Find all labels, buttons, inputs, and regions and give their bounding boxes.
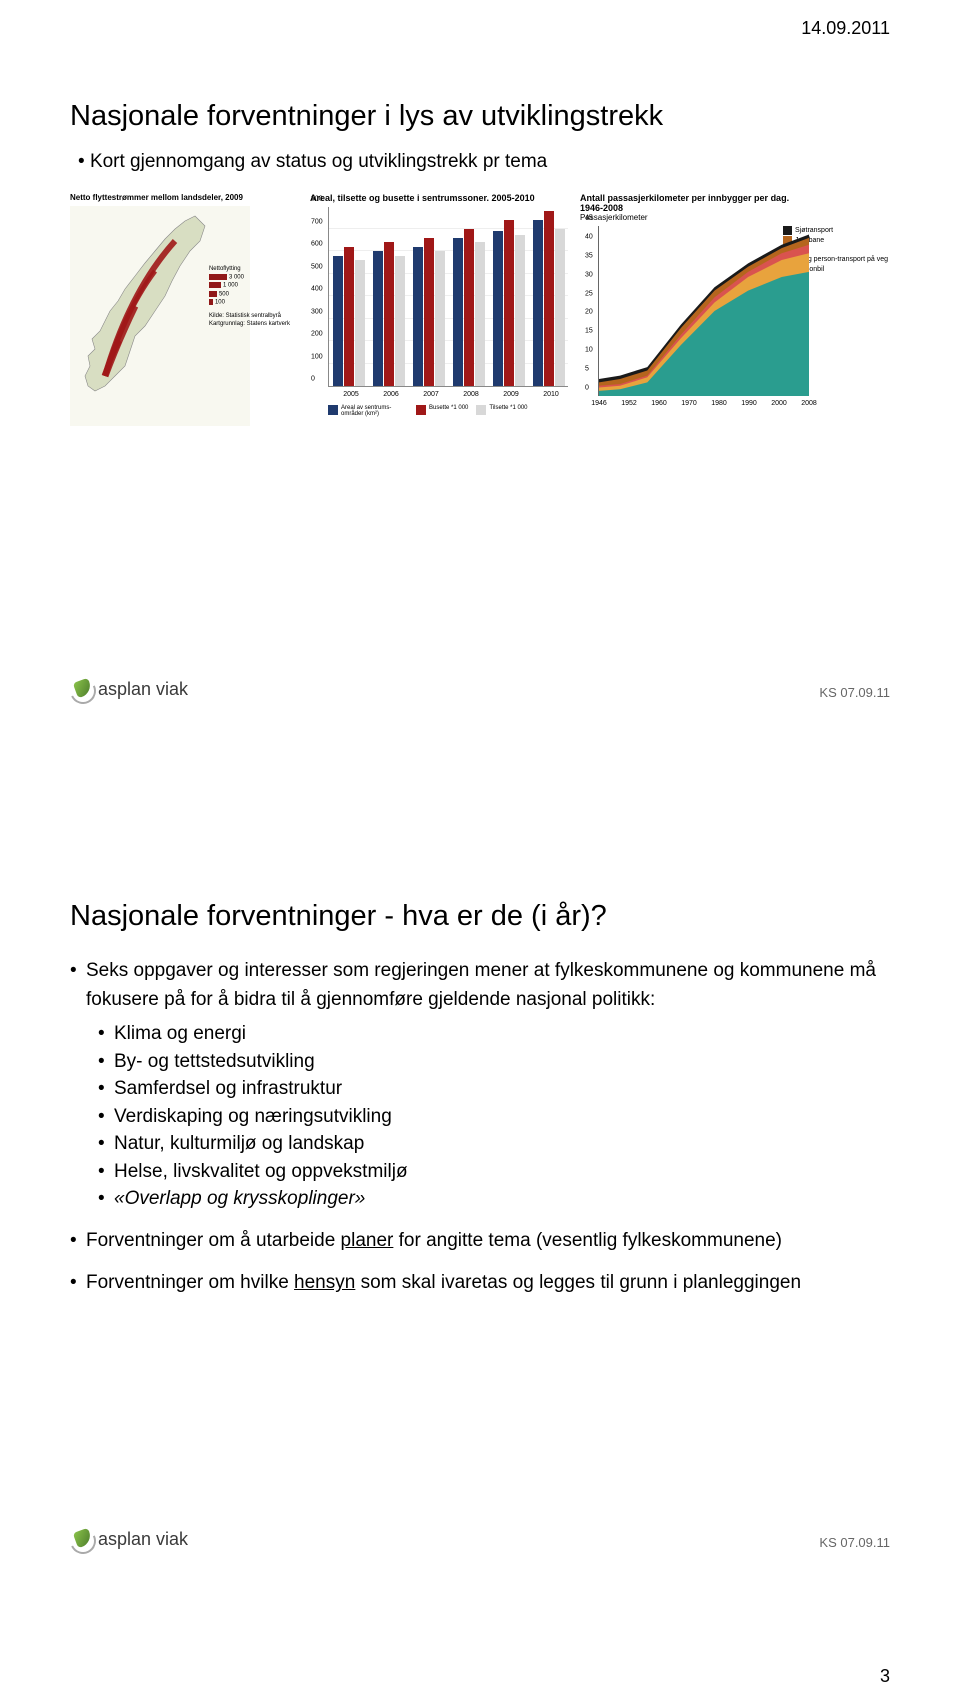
bullet-3-pre: Forventninger om hvilke — [86, 1272, 294, 1293]
logo: asplan viak — [70, 1528, 188, 1550]
sub-bullet-item: Samferdsel og infrastruktur — [86, 1075, 890, 1103]
sub-bullet-item: Helse, livskvalitet og oppvekstmiljø — [86, 1158, 890, 1186]
map-legend-v3: 100 — [215, 300, 225, 306]
norway-outline — [80, 211, 220, 411]
slide2-title: Nasjonale forventninger - hva er de (i å… — [70, 900, 890, 933]
bar-chart-plot: 0100200300400500600700800200520062007200… — [328, 207, 568, 387]
bullet-1: Seks oppgaver og interesser som regjerin… — [70, 957, 890, 1213]
bar-chart-title: Areal, tilsette og busette i sentrumsson… — [310, 193, 570, 203]
map-caption2: Kartgrunnlag: Statens kartverk — [209, 321, 290, 329]
slide1-footer: KS 07.09.11 — [819, 685, 890, 700]
page-number: 3 — [880, 1666, 890, 1687]
page-date: 14.09.2011 — [801, 18, 890, 39]
bar-chart: Areal, tilsette og busette i sentrumsson… — [310, 193, 570, 417]
map-legend-v0: 3 000 — [229, 274, 244, 280]
charts-row: Netto flyttestrømmer mellom landsdeler, … — [70, 193, 890, 426]
slide2-footer: KS 07.09.11 — [819, 1535, 890, 1550]
logo-icon — [70, 1528, 92, 1550]
slide1-subtitle: Kort gjennomgang av status og utviklings… — [78, 151, 890, 173]
bullet-2-post: for angitte tema (vesentlig fylkeskommun… — [393, 1230, 782, 1251]
area-chart-ylabel: Passasjerkilometer — [580, 213, 880, 222]
bullet-2-underline: planer — [341, 1230, 394, 1251]
slide-2: Nasjonale forventninger - hva er de (i å… — [70, 900, 890, 1550]
bullet-2-pre: Forventninger om å utarbeide — [86, 1230, 341, 1251]
bullet-3-post: som skal ivaretas og legges til grunn i … — [355, 1272, 801, 1293]
map-title: Netto flyttestrømmer mellom landsdeler, … — [70, 193, 300, 202]
bullet-3-underline: hensyn — [294, 1272, 355, 1293]
area-chart-subtitle: 1946-2008 — [580, 203, 880, 213]
map-legend-title: Nettoflytting — [209, 266, 290, 274]
bullet-3: Forventninger om hvilke hensyn som skal … — [70, 1269, 890, 1298]
sub-bullet-italic: «Overlapp og krysskoplinger» — [86, 1185, 890, 1213]
sub-bullet-item: Klima og energi — [86, 1020, 890, 1048]
map-legend-v2: 500 — [219, 291, 229, 297]
sub-bullet-item: Natur, kulturmiljø og landskap — [86, 1130, 890, 1158]
logo-icon — [70, 678, 92, 700]
area-chart: Antall passasjerkilometer per innbygger … — [580, 193, 880, 396]
logo-text: asplan viak — [98, 679, 188, 700]
sub-bullet-list: Klima og energiBy- og tettstedsutvikling… — [86, 1020, 890, 1213]
bullet-2: Forventninger om å utarbeide planer for … — [70, 1227, 890, 1256]
area-chart-plot: SjøtransportJernbaneFlyØvrig person-tran… — [598, 226, 808, 396]
map-chart: Netto flyttestrømmer mellom landsdeler, … — [70, 193, 300, 426]
map-canvas: Nettoflytting 3 000 1 000 500 100 Kilde:… — [70, 206, 250, 426]
logo-text: asplan viak — [98, 1529, 188, 1550]
bullet-1-text: Seks oppgaver og interesser som regjerin… — [86, 960, 876, 1010]
slide-1: Nasjonale forventninger i lys av utvikli… — [70, 100, 890, 700]
bar-chart-legend: Areal av sentrums-områder (km²)Busette *… — [328, 405, 570, 417]
sub-bullet-item: Verdiskaping og næringsutvikling — [86, 1103, 890, 1131]
slide1-title: Nasjonale forventninger i lys av utvikli… — [70, 100, 890, 133]
sub-bullet-item: By- og tettstedsutvikling — [86, 1048, 890, 1076]
map-legend-v1: 1 000 — [223, 283, 238, 289]
bullet-list: Seks oppgaver og interesser som regjerin… — [70, 957, 890, 1298]
map-caption1: Kilde: Statistisk sentralbyrå — [209, 313, 290, 321]
map-legend: Nettoflytting 3 000 1 000 500 100 Kilde:… — [209, 266, 290, 329]
area-chart-title: Antall passasjerkilometer per innbygger … — [580, 193, 880, 203]
logo: asplan viak — [70, 678, 188, 700]
